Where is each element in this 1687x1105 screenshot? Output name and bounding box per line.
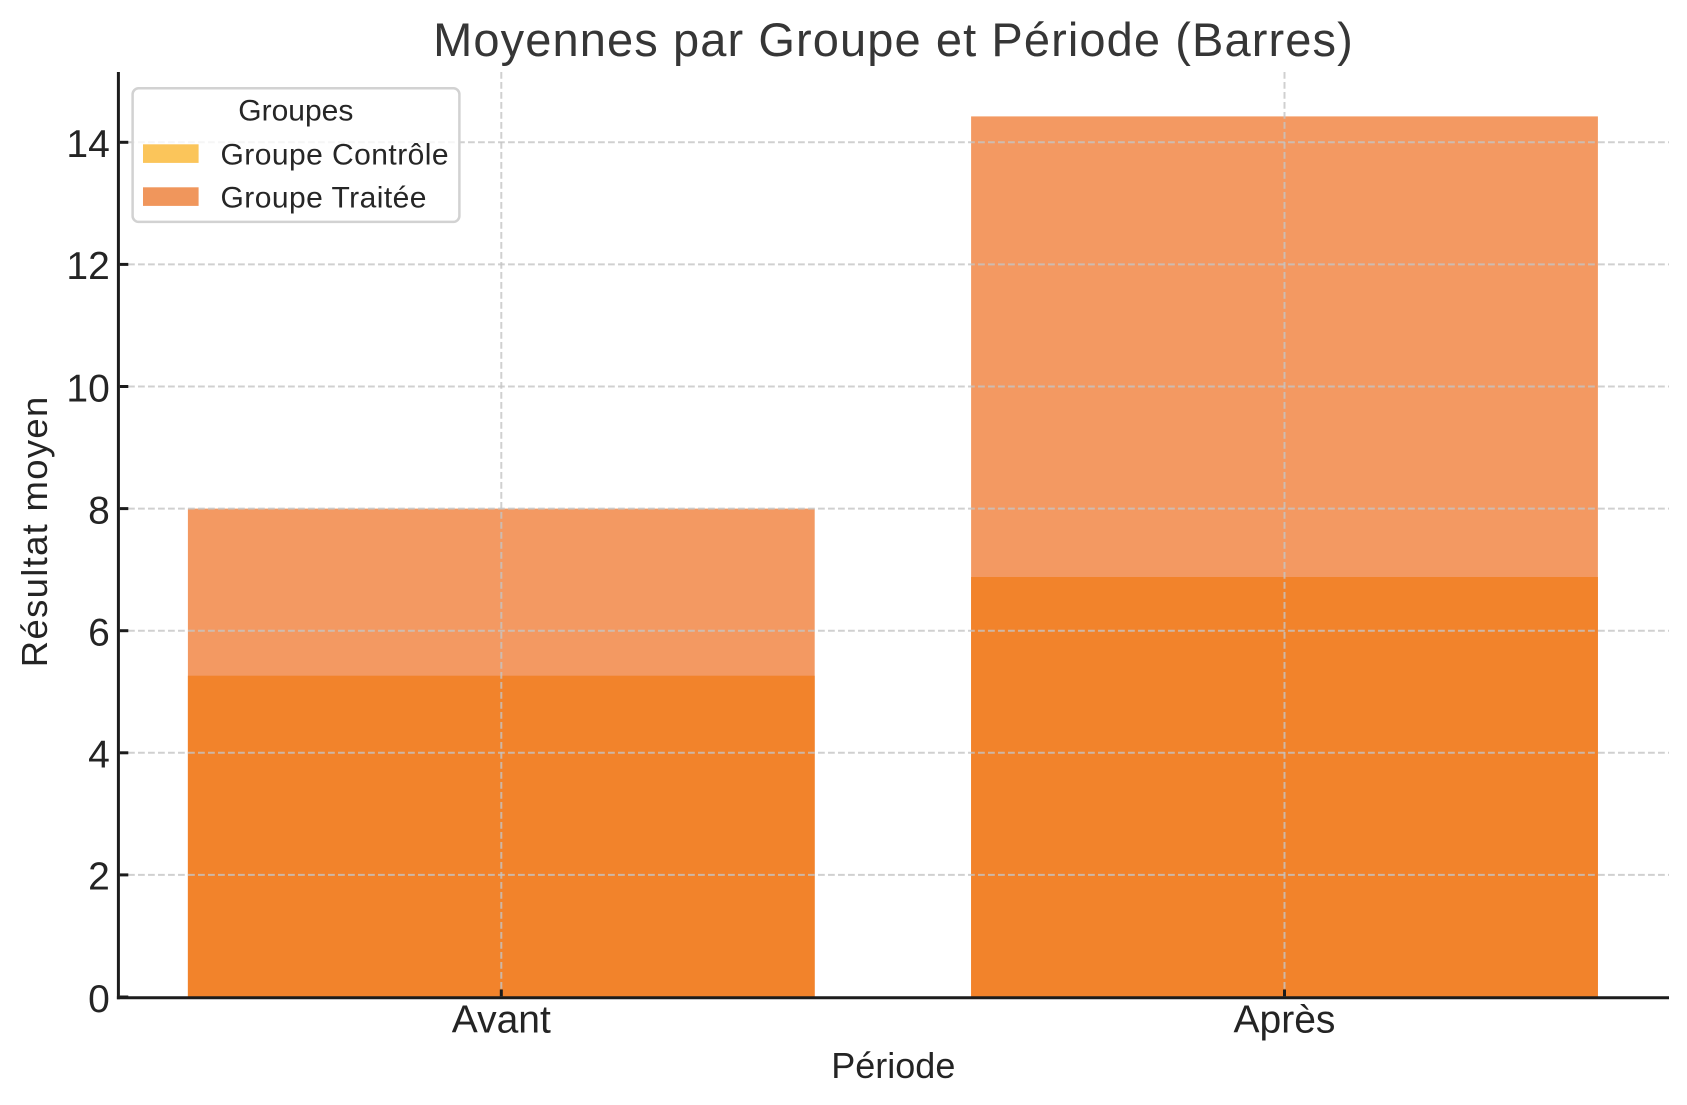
svg-text:Résultat moyen: Résultat moyen <box>14 395 55 667</box>
svg-text:0: 0 <box>88 978 110 1021</box>
svg-text:Groupes: Groupes <box>238 94 353 127</box>
svg-text:Groupe Contrôle: Groupe Contrôle <box>221 139 450 172</box>
svg-text:8: 8 <box>88 489 110 532</box>
svg-text:Après: Après <box>1234 999 1336 1042</box>
svg-text:Groupe Traitée: Groupe Traitée <box>221 182 427 215</box>
svg-text:14: 14 <box>66 123 109 166</box>
svg-text:Avant: Avant <box>452 999 551 1042</box>
svg-text:6: 6 <box>88 612 110 655</box>
svg-text:Moyennes par Groupe et Période: Moyennes par Groupe et Période (Barres) <box>433 13 1354 66</box>
svg-text:4: 4 <box>88 734 110 777</box>
svg-text:12: 12 <box>66 245 109 288</box>
svg-text:2: 2 <box>88 856 110 899</box>
svg-text:Période: Période <box>831 1045 955 1086</box>
svg-text:10: 10 <box>66 367 109 410</box>
